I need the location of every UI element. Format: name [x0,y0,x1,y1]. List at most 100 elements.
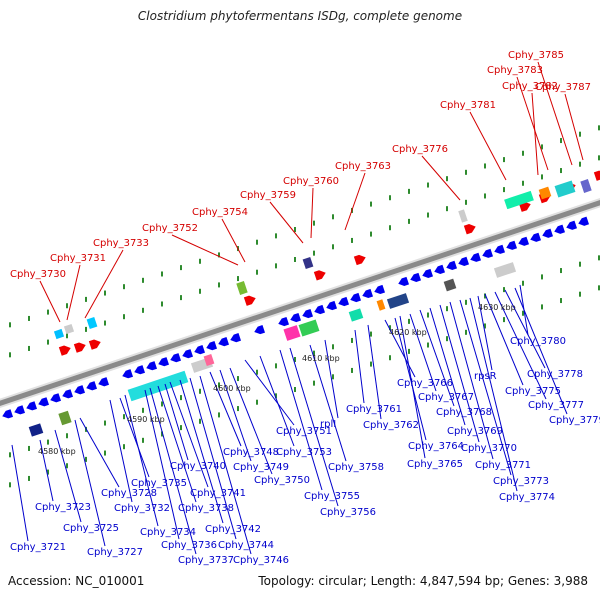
bottom-gene-label: Cphy_3750 [254,475,310,486]
tick-mark [427,343,429,348]
top-gene-label: Cphy_3752 [142,223,198,234]
tick-mark [294,227,296,232]
forward-gene [74,341,87,353]
bottom-gene-label: Cphy_3742 [205,524,261,535]
gene-block [458,209,467,222]
bottom-gene-label: Cphy_3725 [63,523,119,534]
top-gene-label: Cphy_3781 [440,100,496,111]
tick-mark [142,308,144,313]
top-gene-label: Cphy_3763 [335,161,391,172]
bottom-gene-label: Cphy_3765 [407,459,463,470]
leader-line [470,112,506,180]
tick-mark [47,440,49,445]
tick-mark [465,330,467,335]
tick-mark [275,263,277,268]
bottom-gene-label: Cphy_3744 [218,540,274,551]
tick-mark [579,262,581,267]
tick-mark [446,176,448,181]
tick-mark [180,265,182,270]
reverse-gene [253,325,265,336]
leader-line [80,418,119,487]
bottom-gene-label: Cphy_3779 [549,415,600,426]
leader-line [345,173,365,230]
reverse-gene [373,285,385,296]
tick-mark [351,238,353,243]
tick-mark [389,225,391,230]
tick-mark [560,138,562,143]
top-gene-label: Cphy_3760 [283,176,339,187]
gene-block [303,257,314,269]
tick-mark [579,292,581,297]
tick-mark [541,174,543,179]
tick-mark [560,268,562,273]
tick-mark [28,346,30,351]
reverse-gene [289,313,301,324]
leader-line [565,94,583,160]
tick-mark [123,284,125,289]
genome-map: Cphy_3730Cphy_3731Cphy_3733Cphy_3752Cphy… [0,0,600,600]
tick-mark [313,221,315,226]
tick-mark [66,433,68,438]
tick-mark [237,376,239,381]
tick-mark [560,298,562,303]
tick-mark [104,451,106,456]
tick-mark [104,421,106,426]
tick-mark [370,232,372,237]
tick-mark [408,219,410,224]
reverse-gene [517,237,529,248]
tick-mark [503,287,505,292]
tick-mark [199,389,201,394]
reverse-gene [397,277,409,288]
tick-mark [28,316,30,321]
reverse-gene [349,293,361,304]
tick-mark [256,240,258,245]
top-gene-label: Cphy_3776 [392,144,448,155]
leader-line [538,62,572,165]
bottom-gene-label: Cphy_3737 [178,555,234,566]
tick-mark [332,374,334,379]
gene-block [387,293,409,309]
tick-mark [370,202,372,207]
bottom-gene-label: Cphy_3766 [397,378,453,389]
reverse-gene [361,289,373,300]
tick-mark [427,213,429,218]
tick-mark [9,452,11,457]
reverse-gene [505,241,517,252]
tick-mark [142,278,144,283]
tick-mark [28,446,30,451]
tick-mark [123,444,125,449]
tick-mark [370,332,372,337]
tick-mark [446,306,448,311]
reverse-gene [529,233,541,244]
bottom-gene-label: Cphy_3768 [436,407,492,418]
tick-mark [370,362,372,367]
tick-mark [256,370,258,375]
tick-mark [9,482,11,487]
forward-gene [464,222,477,234]
tick-mark [218,282,220,287]
bottom-gene-label: Cphy_3774 [499,492,555,503]
tick-mark [85,327,87,332]
forward-gene [244,294,257,306]
top-gene-label: Cphy_3731 [50,253,106,264]
bottom-gene-label: Cphy_3767 [418,392,474,403]
gene-block [283,325,300,341]
gene-block [299,319,320,336]
bottom-gene-label: Cphy_3734 [140,527,196,538]
tick-mark [522,281,524,286]
reverse-gene [205,341,217,352]
forward-gene [354,253,367,265]
tick-mark [522,181,524,186]
reverse-gene [457,257,469,268]
tick-mark [313,381,315,386]
tick-mark [275,363,277,368]
tick-mark [47,310,49,315]
tick-mark [579,132,581,137]
tick-mark [503,317,505,322]
reverse-gene [481,249,493,260]
reverse-gene [37,397,49,408]
bottom-gene-label: Cphy_3748 [223,447,279,458]
tick-mark [427,183,429,188]
reverse-gene [193,345,205,356]
bottom-gene-label: Cphy_3723 [35,502,91,513]
